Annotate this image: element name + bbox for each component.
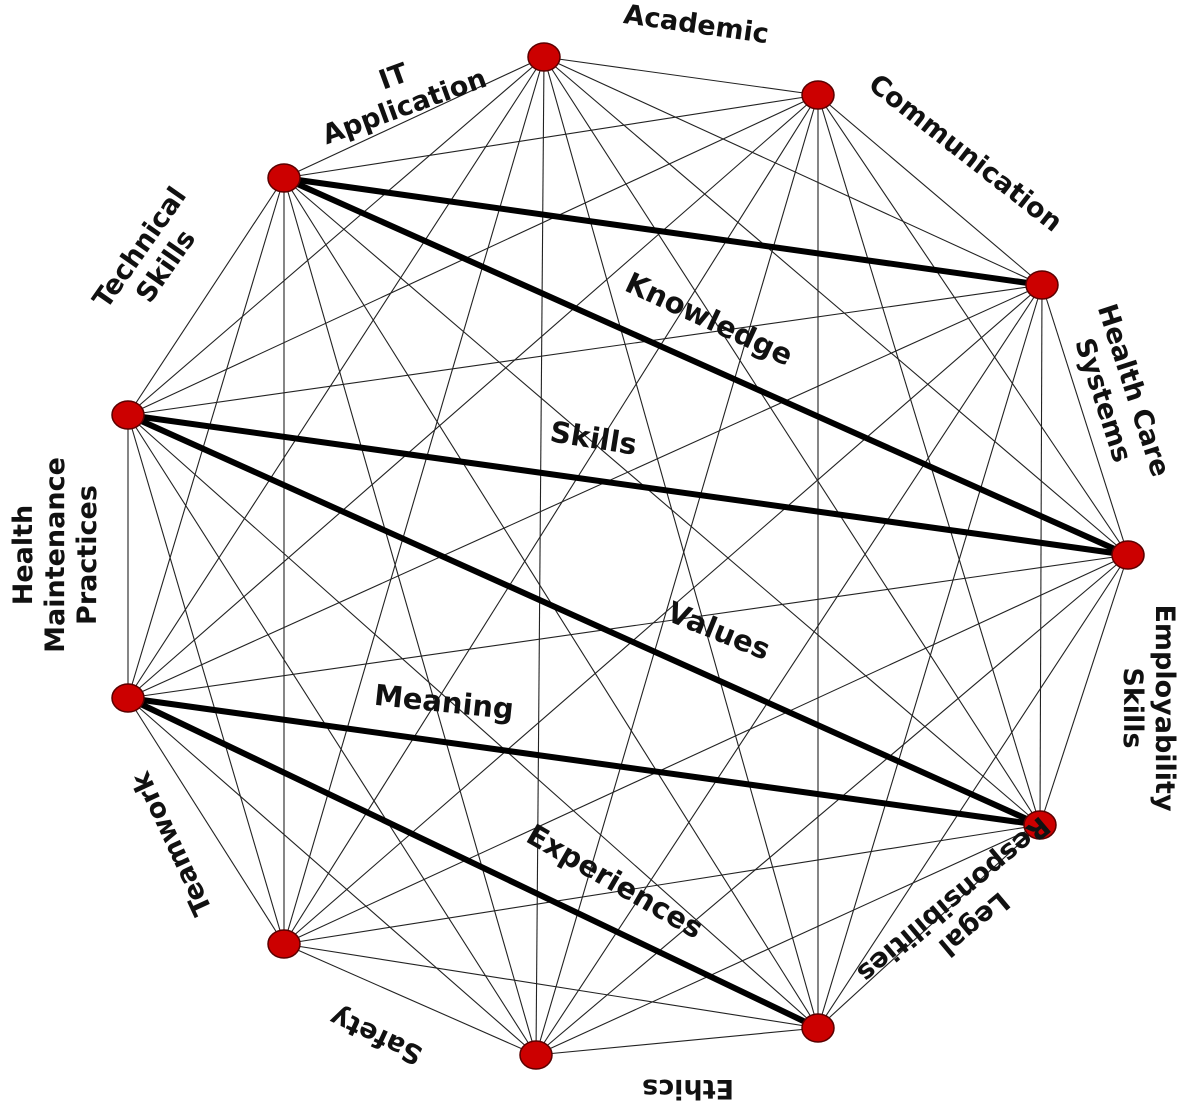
edge-health-care-systems-safety xyxy=(535,284,1043,1056)
node-label-line: Safety xyxy=(325,1001,427,1071)
edge-teamwork-technical-skills xyxy=(127,414,285,945)
node-label-line: Communication xyxy=(863,68,1068,238)
node-technical-skills xyxy=(111,400,145,430)
edge-communication-health-care-systems xyxy=(817,94,1043,286)
edge-academic-legal-responsibilities xyxy=(543,56,1041,826)
edge-legal-responsibilities-ethics xyxy=(817,824,1041,1029)
thick-edge-technical-skills-employability-skills xyxy=(125,412,1131,558)
node-health-care-systems xyxy=(1025,270,1059,300)
edge-label-meaning: Meaning xyxy=(373,678,516,726)
edge-legal-responsibilities-safety xyxy=(535,824,1041,1056)
node-label-technical-skills: TechnicalSkills xyxy=(87,182,219,333)
edge-employability-skills-ethics xyxy=(817,554,1129,1029)
edge-ethics-technical-skills xyxy=(127,414,819,1029)
edge-communication-employability-skills xyxy=(817,94,1129,556)
node-communication xyxy=(801,80,835,110)
nodes-layer xyxy=(111,42,1145,1070)
node-label-line: Maintenance xyxy=(40,457,71,653)
edge-health-care-systems-health-maintenance-practices xyxy=(127,284,1043,699)
node-legal-responsibilities xyxy=(1023,810,1057,840)
edge-academic-employability-skills xyxy=(543,56,1129,556)
node-label-line: Academic xyxy=(622,0,771,50)
edge-legal-responsibilities-it-application xyxy=(283,177,1041,826)
node-label-employability-skills: EmployabilitySkills xyxy=(1117,604,1180,812)
thick-edge-health-maintenance-practices-ethics xyxy=(125,695,821,1031)
thick-edge-it-application-health-care-systems xyxy=(281,175,1045,288)
edge-ethics-safety xyxy=(535,1027,819,1056)
edge-safety-teamwork xyxy=(283,943,537,1056)
node-label-communication: Communication xyxy=(863,68,1068,238)
node-label-it-application: ITApplication xyxy=(307,33,490,151)
edge-health-care-systems-technical-skills xyxy=(127,284,1043,416)
edge-label-knowledge: Knowledge xyxy=(620,265,798,372)
edge-safety-health-maintenance-practices xyxy=(127,697,537,1056)
edge-technical-skills-it-application xyxy=(127,177,285,416)
node-label-line: Employability xyxy=(1149,604,1180,812)
edge-employability-skills-safety xyxy=(535,554,1129,1056)
node-teamwork xyxy=(267,929,301,959)
thick-edge-health-maintenance-practices-legal-responsibilities xyxy=(125,695,1043,828)
edge-communication-it-application xyxy=(283,94,819,179)
node-label-ethics: Ethics xyxy=(642,1073,734,1103)
node-label-line: Ethics xyxy=(642,1073,734,1103)
node-ethics xyxy=(801,1013,835,1043)
edge-academic-it-application xyxy=(283,56,545,179)
node-label-health-maintenance-practices: HealthMaintenancePractices xyxy=(8,457,103,653)
node-safety xyxy=(519,1040,553,1070)
edge-communication-health-maintenance-practices xyxy=(127,94,819,699)
node-label-safety: Safety xyxy=(325,1001,427,1071)
thick-edge-technical-skills-legal-responsibilities xyxy=(125,412,1043,828)
node-label-line: Teamwork xyxy=(125,766,219,920)
edge-academic-technical-skills xyxy=(127,56,545,416)
thick-edge-it-application-employability-skills xyxy=(281,175,1131,558)
node-label-academic: Academic xyxy=(622,0,771,50)
edge-health-care-systems-ethics xyxy=(817,284,1043,1029)
edge-communication-legal-responsibilities xyxy=(817,94,1041,826)
node-label-line: Health xyxy=(8,505,39,606)
node-employability-skills xyxy=(1111,540,1145,570)
edge-employability-skills-health-maintenance-practices xyxy=(127,554,1129,699)
edge-health-care-systems-teamwork xyxy=(283,284,1043,945)
edge-ethics-teamwork xyxy=(283,943,819,1029)
node-health-maintenance-practices xyxy=(111,683,145,713)
edge-academic-communication xyxy=(543,56,819,96)
edge-employability-skills-teamwork xyxy=(283,554,1129,945)
edge-health-care-systems-legal-responsibilities xyxy=(1039,284,1043,826)
edge-safety-it-application xyxy=(283,177,537,1056)
node-label-teamwork: Teamwork xyxy=(125,766,219,920)
edge-teamwork-health-maintenance-practices xyxy=(127,697,285,945)
node-label-legal-responsibilities: LegalResponsibilities xyxy=(851,810,1076,1013)
edge-health-care-systems-employability-skills xyxy=(1041,284,1129,556)
edge-communication-safety xyxy=(535,94,819,1056)
node-it-application xyxy=(267,163,301,193)
thick-edges-layer xyxy=(125,175,1131,1031)
node-label-line: Skills xyxy=(1117,667,1148,748)
edge-label-skills: Skills xyxy=(548,415,640,462)
edge-employability-skills-legal-responsibilities xyxy=(1039,554,1129,826)
node-academic xyxy=(527,42,561,72)
edge-communication-teamwork xyxy=(283,94,819,945)
edge-label-values: Values xyxy=(662,595,775,667)
edge-communication-technical-skills xyxy=(127,94,819,416)
node-label-line: Practices xyxy=(72,485,103,625)
edge-academic-safety xyxy=(535,56,545,1056)
edge-academic-health-maintenance-practices xyxy=(127,56,545,699)
edge-academic-health-care-systems xyxy=(543,56,1043,286)
edge-legal-responsibilities-teamwork xyxy=(283,824,1041,945)
edge-safety-technical-skills xyxy=(127,414,537,1056)
edge-health-maintenance-practices-it-application xyxy=(127,177,285,699)
